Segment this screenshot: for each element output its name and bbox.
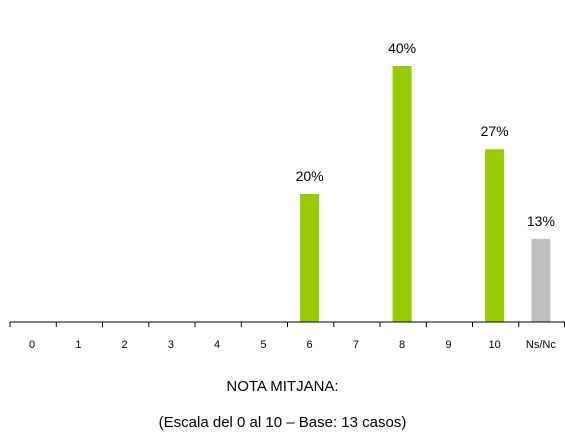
bar-ns-nc (531, 238, 551, 322)
data-label: 20% (296, 168, 324, 184)
x-tick-label: 7 (353, 339, 359, 351)
chart-caption-title: NOTA MITJANA: (226, 378, 339, 395)
data-label: 40% (388, 40, 416, 56)
bar-8 (392, 66, 412, 322)
x-tick-label: 2 (122, 339, 128, 351)
x-tick-label: 10 (488, 339, 500, 351)
data-label: 13% (527, 213, 555, 229)
x-tick-label: Ns/Nc (526, 339, 556, 351)
chart-caption-scale: (Escala del 0 al 10 – Base: 13 casos) (158, 414, 407, 431)
x-tick-label: 4 (214, 339, 220, 351)
x-tick-label: 9 (445, 339, 451, 351)
bar-chart: 20% 40% 27% 13% 0 1 2 3 4 5 6 7 8 9 10 Ns/Nc (9, 40, 565, 351)
bar-6 (300, 194, 320, 322)
x-tick-label: 0 (29, 339, 35, 351)
x-tick-label: 6 (307, 339, 313, 351)
bar-10 (485, 149, 505, 322)
x-tick-label: 1 (75, 339, 81, 351)
x-tick-label: 8 (399, 339, 405, 351)
x-tick-label: 5 (260, 339, 266, 351)
data-label: 27% (481, 123, 509, 139)
x-tick-label: 3 (168, 339, 174, 351)
